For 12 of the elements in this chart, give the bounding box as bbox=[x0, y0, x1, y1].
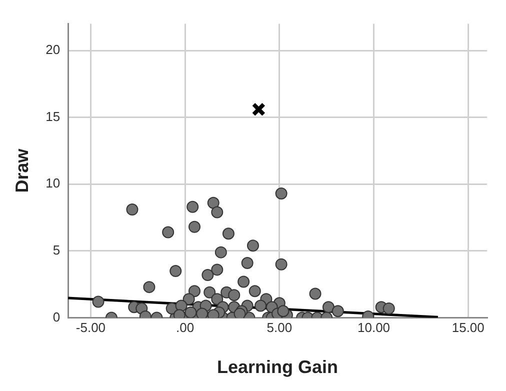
y-tick-label: 5 bbox=[52, 242, 60, 258]
x-tick-label: 15.00 bbox=[452, 320, 484, 336]
x-tick-label: -5.00 bbox=[76, 320, 106, 336]
y-tick-label: 10 bbox=[46, 176, 60, 191]
x-tick-label: .00 bbox=[176, 320, 194, 336]
y-axis-title: Draw bbox=[12, 148, 32, 193]
y-tick-label: 0 bbox=[52, 309, 60, 324]
y-tick-label: 20 bbox=[46, 42, 60, 58]
x-tick-label: 10.00 bbox=[358, 320, 390, 336]
y-tick-label: 15 bbox=[46, 108, 60, 124]
x-axis-title: Learning Gain bbox=[217, 357, 338, 378]
x-tick-label: 5.00 bbox=[266, 320, 292, 336]
